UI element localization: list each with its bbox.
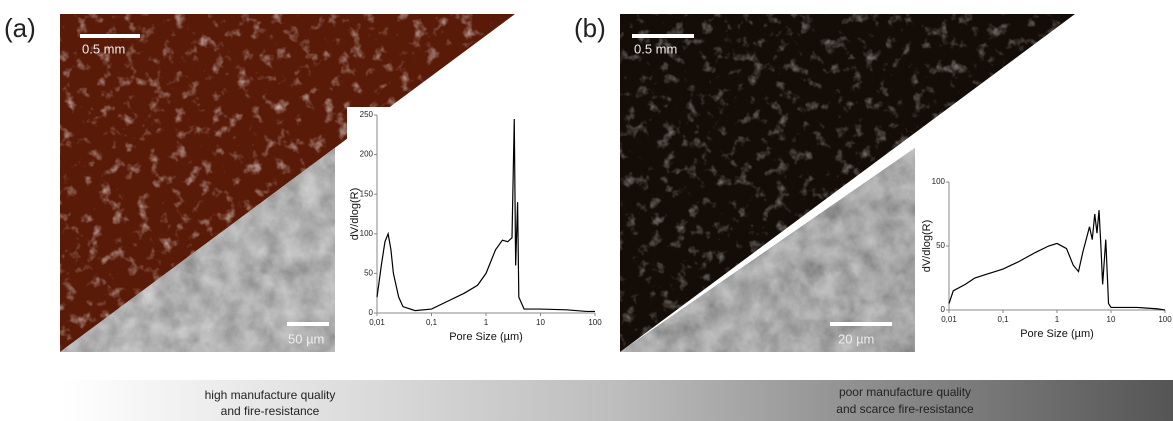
y-tick-label: 100	[360, 229, 374, 238]
x-axis-label: Pore Size (µm)	[449, 331, 523, 343]
x-tick-label: 0,01	[369, 318, 385, 327]
x-tick-label: 0,1	[997, 315, 1009, 324]
x-tick-label: 100	[1158, 315, 1172, 324]
x-tick-label: 100	[588, 318, 602, 327]
x-tick-label: 1	[1055, 315, 1060, 324]
y-axis-label: dV/dlog(R)	[349, 188, 361, 241]
x-tick-label: 0,1	[426, 318, 438, 327]
y-axis-label: dV/dlog(R)	[921, 220, 933, 273]
x-axis-label: Pore Size (µm)	[1020, 328, 1094, 340]
plot-background	[919, 174, 1173, 346]
y-tick-label: 100	[932, 177, 946, 186]
y-tick-label: 250	[360, 110, 374, 119]
y-tick-label: 200	[360, 150, 374, 159]
scale-bar	[830, 322, 892, 326]
x-tick-label: 0,01	[941, 315, 957, 324]
scale-label: 50 µm	[288, 331, 324, 346]
quality-label: poor manufacture quality	[839, 385, 971, 399]
scale-bar	[80, 34, 140, 38]
figure: (a) 0.5 mm 50 µm (b) 0.5 mm 20 µm high m…	[0, 0, 1173, 421]
x-tick-label: 1	[484, 318, 489, 327]
x-tick-label: 10	[536, 318, 545, 327]
scale-label: 0.5 mm	[82, 41, 125, 56]
y-tick-label: 0	[941, 305, 946, 314]
panel-label: (a)	[4, 13, 36, 43]
scale-bar	[287, 322, 329, 326]
quality-label: and fire-resistance	[221, 404, 320, 418]
y-tick-label: 50	[936, 241, 945, 250]
panel-label: (b)	[574, 13, 606, 43]
scale-label: 0.5 mm	[634, 41, 677, 56]
scale-label: 20 µm	[838, 331, 874, 346]
y-tick-label: 0	[369, 308, 374, 317]
x-tick-label: 10	[1107, 315, 1116, 324]
y-tick-label: 50	[364, 269, 373, 278]
y-tick-label: 150	[360, 189, 374, 198]
quality-label: and scarce fire-resistance	[836, 402, 974, 416]
quality-label: high manufacture quality	[205, 388, 336, 402]
scale-bar	[632, 34, 694, 38]
